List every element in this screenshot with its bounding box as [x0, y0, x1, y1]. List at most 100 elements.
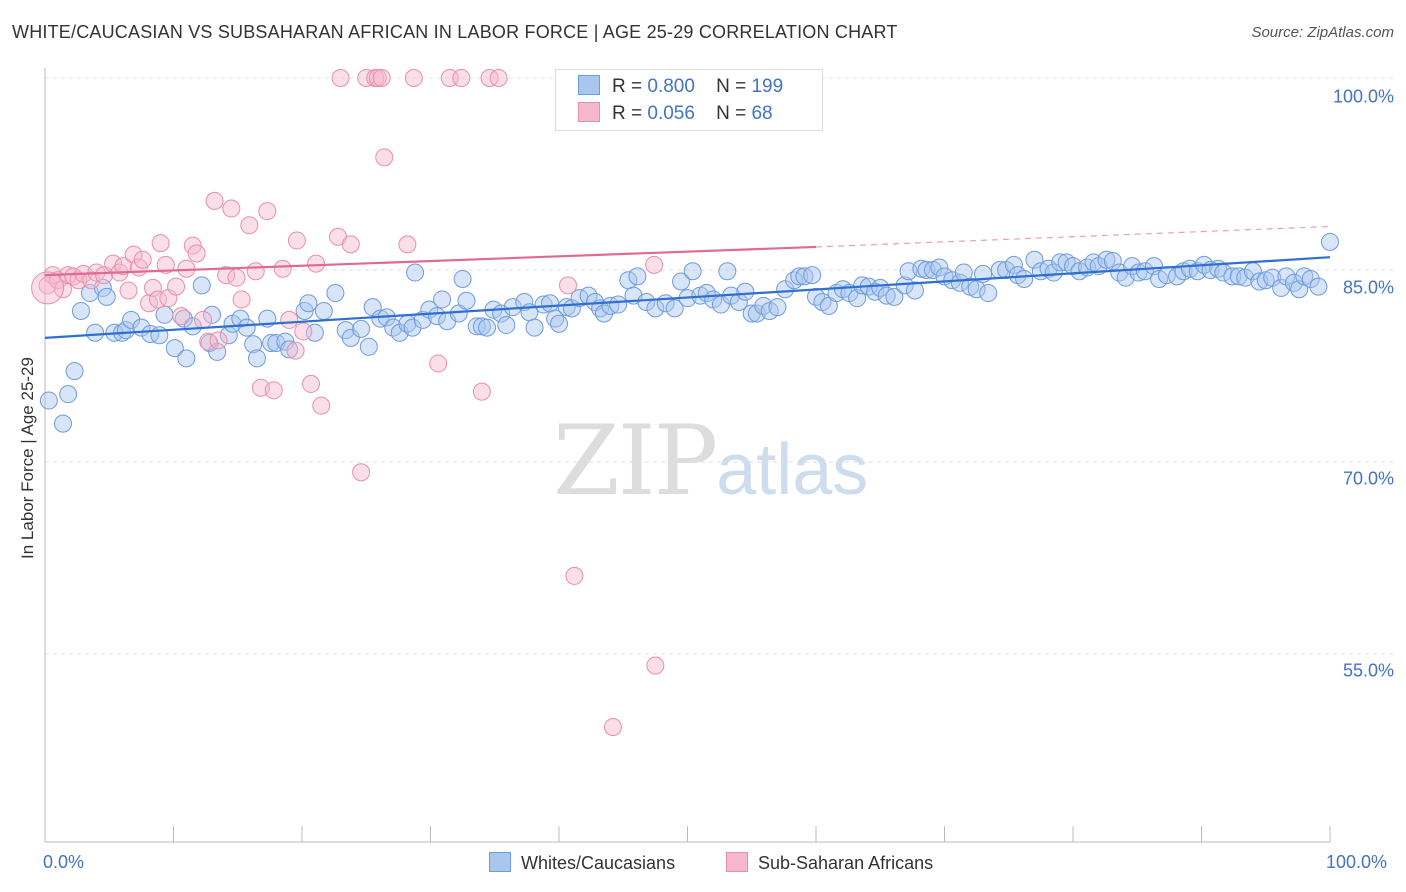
white-point: [341, 328, 360, 347]
african-point: [404, 69, 423, 87]
african-point: [312, 396, 331, 415]
african-point: [429, 354, 448, 373]
white-point: [122, 310, 141, 329]
white-point: [609, 295, 628, 314]
trend-line-africans: [44, 245, 817, 277]
white-point: [86, 323, 105, 342]
white-point: [1097, 250, 1116, 269]
white-point: [457, 291, 476, 310]
white-point: [39, 391, 58, 410]
white-point: [141, 325, 160, 343]
white-point: [979, 284, 998, 303]
white-point: [413, 310, 432, 329]
white-point: [550, 314, 568, 333]
stats-row-whites: R = 0.800 N = 199: [578, 75, 783, 99]
white-point: [930, 258, 949, 277]
white-point: [1321, 232, 1339, 251]
white-point: [1015, 269, 1034, 288]
african-point: [375, 148, 394, 167]
white-point: [1229, 267, 1248, 286]
watermark: ZIPatlas: [553, 405, 868, 517]
african-point: [331, 69, 350, 87]
white-point: [244, 335, 263, 354]
trend-line-whites: [44, 256, 1331, 339]
african-point: [341, 235, 360, 254]
r-label: R =: [612, 76, 643, 97]
white-point: [183, 317, 202, 336]
white-point: [427, 307, 446, 326]
n-value: 68: [751, 103, 773, 124]
white-point: [665, 299, 684, 318]
african-point: [287, 231, 306, 250]
african-point: [114, 257, 133, 276]
african-point: [558, 276, 577, 295]
african-point: [143, 278, 162, 297]
white-point: [262, 333, 281, 352]
white-point: [1004, 255, 1023, 274]
r-label: R =: [612, 103, 643, 124]
white-point: [1103, 252, 1122, 271]
white-point: [1263, 268, 1282, 287]
african-point: [232, 290, 251, 309]
white-point: [314, 301, 333, 320]
white-point: [280, 340, 299, 359]
white-point: [594, 304, 613, 323]
african-point: [258, 202, 277, 221]
white-point: [97, 287, 116, 306]
white-point: [237, 318, 256, 337]
african-point: [307, 254, 326, 273]
african-point: [172, 307, 191, 326]
white-point: [208, 342, 227, 361]
white-point: [628, 267, 647, 286]
watermark-zip: ZIP: [553, 405, 718, 517]
african-point: [368, 69, 387, 87]
white-point: [1236, 268, 1255, 287]
white-point: [248, 349, 267, 368]
x-tick-0: 0.0%: [43, 852, 85, 872]
white-point: [497, 316, 516, 335]
african-point: [217, 266, 236, 285]
pink-swatch: [578, 102, 600, 122]
trend-line-africans-extension: [815, 225, 1331, 248]
african-point: [194, 310, 213, 329]
white-point: [371, 309, 390, 328]
white-point: [1188, 262, 1207, 281]
white-point: [305, 323, 324, 342]
african-point: [48, 271, 67, 290]
african-point: [187, 244, 206, 263]
legend-label-whites: Whites/Caucasians: [521, 853, 676, 873]
white-point: [718, 262, 737, 281]
white-point: [155, 305, 174, 324]
n-label: N =: [716, 103, 747, 124]
white-point: [905, 281, 924, 300]
white-point: [299, 294, 318, 313]
white-point: [71, 301, 90, 320]
african-point: [452, 69, 471, 87]
african-point: [264, 381, 283, 400]
y-tick-55: 55.0%: [1342, 660, 1394, 681]
stats-row-africans: R = 0.056 N = 68: [578, 102, 773, 126]
african-point: [246, 262, 265, 281]
legend-swatch-pink: [726, 852, 748, 872]
white-point: [736, 282, 755, 301]
african-point: [151, 234, 170, 253]
white-point: [637, 293, 656, 311]
african-point: [398, 235, 417, 254]
white-point: [803, 266, 822, 285]
white-point: [1135, 262, 1154, 281]
white-point: [478, 318, 497, 337]
white-point: [406, 263, 425, 282]
stats-legend: R = 0.800 N = 199 R = 0.056 N = 68: [555, 69, 823, 131]
x-tick-100: 100.0%: [1326, 852, 1388, 872]
r-value: 0.056: [647, 103, 695, 124]
white-point: [1277, 267, 1296, 286]
white-point: [534, 295, 553, 314]
white-point: [768, 298, 787, 317]
african-point: [140, 294, 159, 313]
african-point: [472, 382, 491, 401]
african-point: [227, 268, 246, 287]
white-point: [433, 290, 452, 309]
y-tick-70: 70.0%: [1342, 468, 1394, 489]
white-point: [1301, 269, 1320, 288]
